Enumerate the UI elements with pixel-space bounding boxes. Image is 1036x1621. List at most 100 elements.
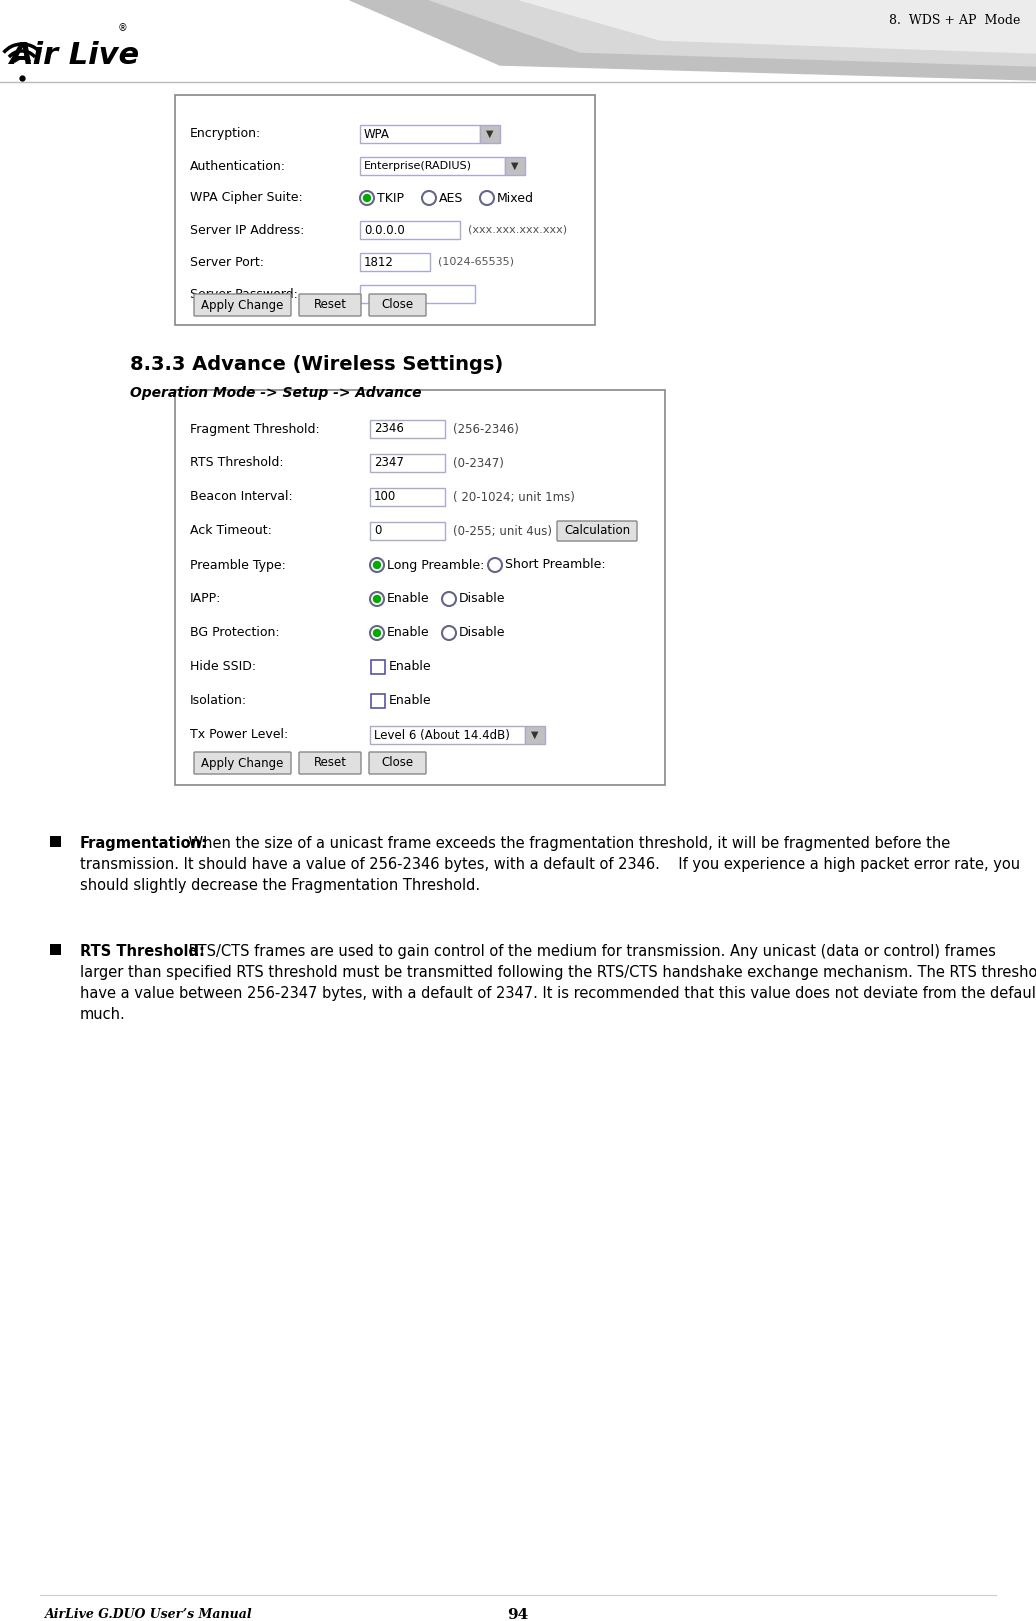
Circle shape — [442, 626, 456, 640]
Text: Server IP Address:: Server IP Address: — [190, 224, 305, 237]
Text: Preamble Type:: Preamble Type: — [190, 559, 286, 572]
FancyBboxPatch shape — [359, 253, 430, 271]
Text: ( 20-1024; unit 1ms): ( 20-1024; unit 1ms) — [453, 491, 575, 504]
Text: (0-2347): (0-2347) — [453, 457, 503, 470]
Circle shape — [370, 558, 384, 572]
Text: Ack Timeout:: Ack Timeout: — [190, 525, 271, 538]
FancyBboxPatch shape — [369, 752, 426, 773]
FancyBboxPatch shape — [359, 125, 480, 143]
FancyBboxPatch shape — [370, 454, 445, 472]
FancyBboxPatch shape — [370, 488, 445, 506]
FancyBboxPatch shape — [50, 836, 61, 848]
Text: Mixed: Mixed — [497, 191, 534, 204]
Text: AirLive G.DUO User’s Manual: AirLive G.DUO User’s Manual — [45, 1608, 253, 1621]
FancyBboxPatch shape — [370, 420, 445, 438]
Circle shape — [488, 558, 502, 572]
Text: 94: 94 — [508, 1608, 528, 1621]
Text: Short Preamble:: Short Preamble: — [505, 559, 606, 572]
Text: Air Live: Air Live — [10, 41, 140, 70]
Text: 100: 100 — [374, 491, 396, 504]
FancyBboxPatch shape — [299, 293, 361, 316]
Text: Fragment Threshold:: Fragment Threshold: — [190, 423, 320, 436]
Text: Enable: Enable — [388, 694, 432, 707]
Polygon shape — [350, 0, 1036, 79]
Text: Hide SSID:: Hide SSID: — [190, 660, 256, 673]
Text: Close: Close — [381, 298, 413, 311]
Text: WPA: WPA — [364, 128, 390, 141]
Text: (xxx.xxx.xxx.xxx): (xxx.xxx.xxx.xxx) — [468, 225, 567, 235]
FancyBboxPatch shape — [525, 726, 545, 744]
Text: ▼: ▼ — [511, 160, 519, 170]
FancyBboxPatch shape — [369, 293, 426, 316]
FancyBboxPatch shape — [370, 522, 445, 540]
FancyBboxPatch shape — [194, 752, 291, 773]
Text: IAPP:: IAPP: — [190, 593, 222, 606]
Text: Server Port:: Server Port: — [190, 256, 264, 269]
Text: Enable: Enable — [387, 593, 430, 606]
FancyBboxPatch shape — [299, 752, 361, 773]
Text: 0: 0 — [374, 525, 381, 538]
Text: Reset: Reset — [314, 757, 346, 770]
Text: Disable: Disable — [459, 593, 506, 606]
FancyBboxPatch shape — [50, 943, 61, 955]
Text: (256-2346): (256-2346) — [453, 423, 519, 436]
FancyBboxPatch shape — [505, 157, 525, 175]
FancyBboxPatch shape — [359, 285, 474, 303]
FancyBboxPatch shape — [359, 220, 460, 238]
Text: 1812: 1812 — [364, 256, 394, 269]
Text: Fragmentation:: Fragmentation: — [80, 836, 208, 851]
Text: 8.  WDS + AP  Mode: 8. WDS + AP Mode — [889, 15, 1020, 28]
Text: 2347: 2347 — [374, 457, 404, 470]
Text: Enterprise(RADIUS): Enterprise(RADIUS) — [364, 160, 472, 170]
Circle shape — [364, 195, 371, 201]
Text: When the size of a unicast frame exceeds the fragmentation threshold, it will be: When the size of a unicast frame exceeds… — [183, 836, 950, 851]
Text: Isolation:: Isolation: — [190, 694, 248, 707]
FancyBboxPatch shape — [371, 660, 385, 674]
Text: ®: ® — [118, 23, 127, 32]
Text: Close: Close — [381, 757, 413, 770]
Circle shape — [374, 629, 380, 637]
FancyBboxPatch shape — [175, 391, 665, 785]
Text: ▼: ▼ — [486, 130, 494, 139]
FancyBboxPatch shape — [370, 726, 525, 744]
Text: 0.0.0.0: 0.0.0.0 — [364, 224, 405, 237]
Text: (1024-65535): (1024-65535) — [438, 258, 514, 267]
Text: Apply Change: Apply Change — [201, 298, 284, 311]
Text: much.: much. — [80, 1007, 125, 1021]
Text: should slightly decrease the Fragmentation Threshold.: should slightly decrease the Fragmentati… — [80, 879, 480, 893]
Text: Calculation: Calculation — [564, 525, 630, 538]
Text: WPA Cipher Suite:: WPA Cipher Suite: — [190, 191, 303, 204]
FancyBboxPatch shape — [194, 293, 291, 316]
Text: Operation Mode -> Setup -> Advance: Operation Mode -> Setup -> Advance — [130, 386, 422, 400]
Text: (0-255; unit 4us): (0-255; unit 4us) — [453, 525, 552, 538]
Circle shape — [374, 561, 380, 569]
Text: RTS Threshold:: RTS Threshold: — [190, 457, 284, 470]
FancyBboxPatch shape — [480, 125, 500, 143]
Text: RTS/CTS frames are used to gain control of the medium for transmission. Any unic: RTS/CTS frames are used to gain control … — [183, 943, 996, 960]
Text: ▼: ▼ — [531, 729, 539, 741]
Text: Beacon Interval:: Beacon Interval: — [190, 491, 293, 504]
Text: TKIP: TKIP — [377, 191, 404, 204]
Circle shape — [370, 626, 384, 640]
Text: Enable: Enable — [387, 626, 430, 640]
Text: AES: AES — [439, 191, 463, 204]
FancyBboxPatch shape — [557, 520, 637, 541]
Text: 2346: 2346 — [374, 423, 404, 436]
Text: Disable: Disable — [459, 626, 506, 640]
Polygon shape — [520, 0, 1036, 53]
Text: Tx Power Level:: Tx Power Level: — [190, 728, 288, 741]
Circle shape — [422, 191, 436, 204]
Circle shape — [480, 191, 494, 204]
Circle shape — [442, 592, 456, 606]
Text: Reset: Reset — [314, 298, 346, 311]
FancyBboxPatch shape — [175, 96, 595, 324]
Circle shape — [374, 595, 380, 603]
Circle shape — [370, 592, 384, 606]
Text: Authentication:: Authentication: — [190, 159, 286, 172]
Text: transmission. It should have a value of 256-2346 bytes, with a default of 2346. : transmission. It should have a value of … — [80, 858, 1020, 872]
Text: RTS Threshold:: RTS Threshold: — [80, 943, 205, 960]
Text: Server Password:: Server Password: — [190, 287, 298, 300]
Text: larger than specified RTS threshold must be transmitted following the RTS/CTS ha: larger than specified RTS threshold must… — [80, 964, 1036, 981]
Text: Apply Change: Apply Change — [201, 757, 284, 770]
Text: Level 6 (About 14.4dB): Level 6 (About 14.4dB) — [374, 728, 510, 741]
